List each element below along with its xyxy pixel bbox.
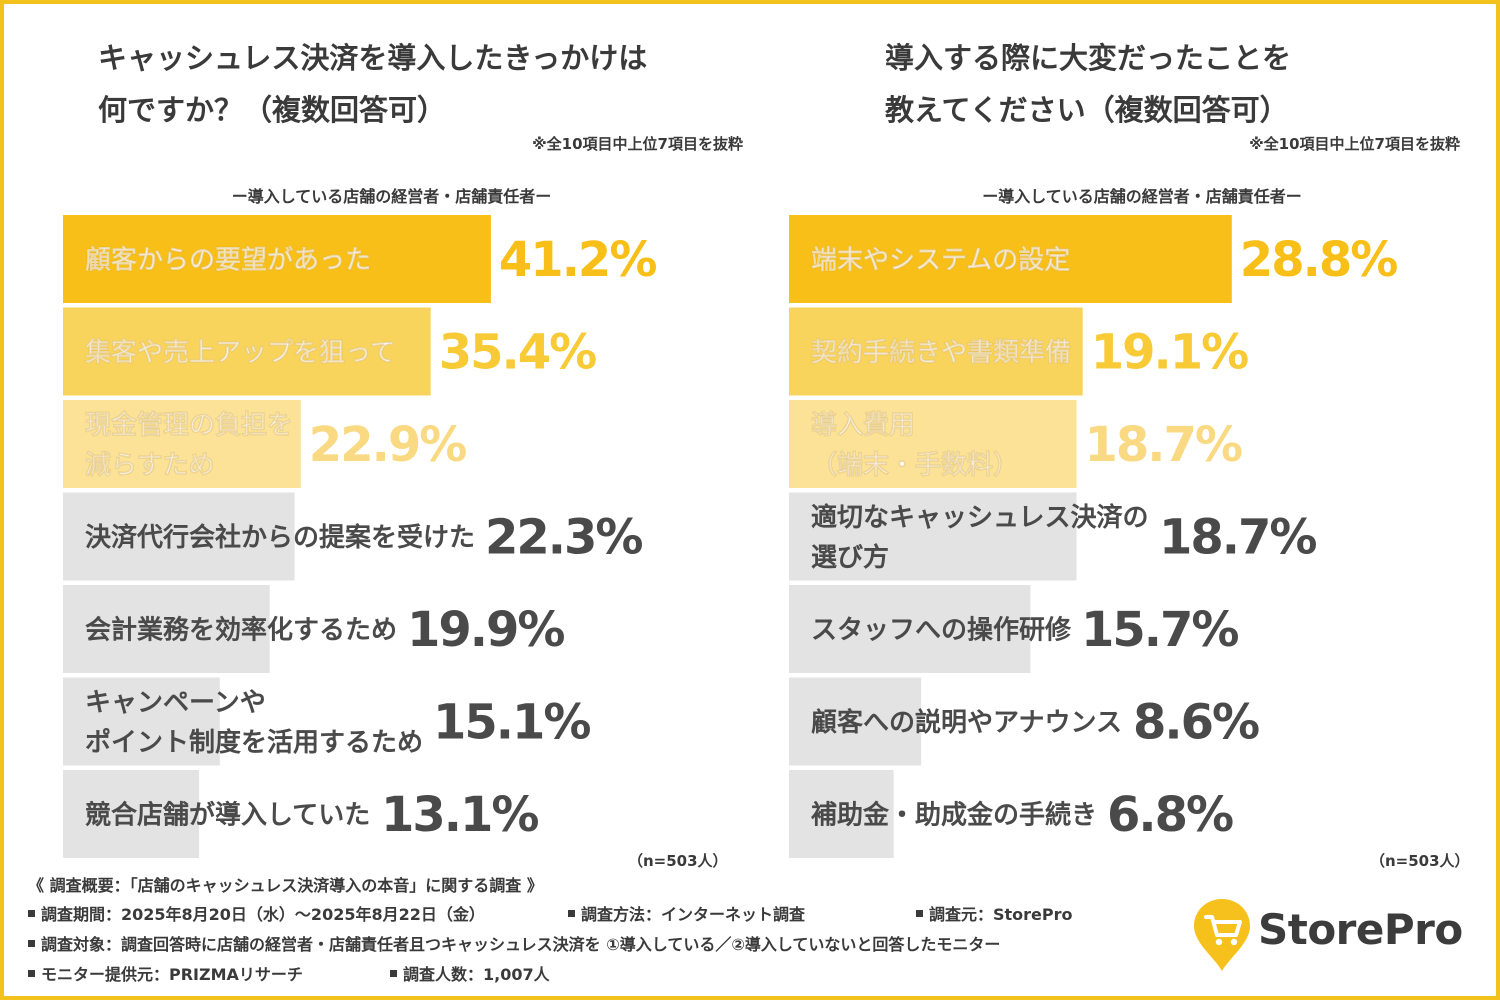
bar bbox=[63, 770, 200, 858]
bar-value-label: 35.4% bbox=[439, 325, 596, 381]
chart-title-line: キャッシュレス決済を導入したきっかけは bbox=[98, 41, 648, 75]
bar-category-label: キャンペーンやポイント制度を活用するため bbox=[85, 688, 423, 758]
bar-value-label: 22.9% bbox=[309, 417, 466, 473]
survey-method: 調査方法：インターネット調査 bbox=[568, 900, 805, 930]
bar-value-label: 6.8% bbox=[1107, 787, 1233, 843]
bar bbox=[789, 677, 922, 766]
chart-title: 導入する際に大変だったことを 教えてください（複数回答可） bbox=[885, 32, 1291, 136]
bar bbox=[63, 215, 491, 303]
sample-size-note: （n=503人） bbox=[1370, 852, 1470, 870]
bar bbox=[63, 677, 220, 766]
bar-value-label: 19.9% bbox=[407, 602, 564, 658]
survey-row: 調査期間：2025年8月20日（水）～2025年8月22日（金） 調査方法：イン… bbox=[28, 900, 1208, 930]
shopping-cart-pin-icon bbox=[1194, 899, 1250, 971]
bar-category-label: 現金管理の負担を減らすため bbox=[85, 409, 293, 480]
chart-title-line: 導入する際に大変だったことを bbox=[885, 41, 1292, 75]
bar bbox=[789, 770, 894, 858]
chart-left: キャッシュレス決済を導入したきっかけは 何ですか？（複数回答可） ※全10項目中… bbox=[0, 0, 750, 870]
logo-text: StorePro bbox=[1258, 905, 1463, 954]
bar-value-label: 18.7% bbox=[1085, 417, 1242, 473]
chart-title: キャッシュレス決済を導入したきっかけは 何ですか？（複数回答可） bbox=[98, 32, 647, 136]
bar-value-label: 41.2% bbox=[499, 232, 656, 288]
bar-value-label: 13.1% bbox=[381, 787, 538, 843]
bar-value-label: 15.1% bbox=[433, 695, 590, 751]
bar-category-label: 顧客への説明やアナウンス bbox=[811, 707, 1122, 738]
bar bbox=[789, 585, 1031, 673]
bar-category-label: 集客や売上アップを狙って bbox=[84, 337, 396, 368]
bar-category-label: 補助金・助成金の手続き bbox=[810, 799, 1097, 830]
chart-note: ※全10項目中上位7項目を抜粋 bbox=[1249, 135, 1460, 153]
bar-category-label: 導入費用（端末・手数料） bbox=[811, 409, 1019, 480]
bar-category-label: 適切なキャッシュレス決済の選び方 bbox=[811, 502, 1148, 573]
bar-category-label: 契約手続きや書類準備 bbox=[810, 337, 1071, 368]
survey-target: 調査対象：調査回答時に店舗の経営者・店舗責任者且つキャッシュレス決済を ①導入し… bbox=[28, 930, 1000, 960]
bar bbox=[63, 585, 270, 673]
bar-value-label: 22.3% bbox=[485, 510, 642, 566]
bar-value-label: 18.7% bbox=[1159, 510, 1316, 566]
bar-value-label: 19.1% bbox=[1091, 325, 1248, 381]
bar-value-label: 15.7% bbox=[1081, 602, 1238, 658]
bar bbox=[63, 307, 431, 396]
survey-source: 調査元：StorePro bbox=[916, 900, 1073, 930]
survey-title: 《 調査概要：「店舗のキャッシュレス決済導入の本音」に関する調査 》 bbox=[28, 876, 543, 895]
bar bbox=[789, 307, 1083, 396]
bar-category-label: スタッフへの操作研修 bbox=[811, 614, 1072, 645]
bar bbox=[789, 215, 1232, 303]
storepro-logo: StorePro bbox=[1190, 895, 1480, 975]
bar-chart-right: 端末やシステムの設定 28.8% 契約手続きや書類準備 19.1% 導入費用（端末・手数… bbox=[789, 215, 1399, 858]
bar bbox=[789, 400, 1077, 488]
sample-size-note: （n=503人） bbox=[628, 852, 728, 870]
survey-row: モニター提供元：PRIZMAリサーチ 調査人数：1,007人 bbox=[28, 960, 1208, 990]
survey-period: 調査期間：2025年8月20日（水）～2025年8月22日（金） bbox=[28, 900, 485, 930]
bar-value-label: 28.8% bbox=[1240, 232, 1397, 288]
chart-title-line: 教えてください（複数回答可） bbox=[885, 93, 1289, 127]
chart-title-line: 何ですか？（複数回答可） bbox=[98, 93, 447, 127]
chart-note: ※全10項目中上位7項目を抜粋 bbox=[532, 135, 743, 153]
bar-category-label: 会計業務を効率化するため bbox=[85, 614, 397, 645]
bar bbox=[789, 492, 1077, 581]
chart-right: 導入する際に大変だったことを 教えてください（複数回答可） ※全10項目中上位7… bbox=[725, 0, 1475, 870]
survey-provider: モニター提供元：PRIZMAリサーチ bbox=[28, 960, 303, 990]
chart-subtitle: ー導入している店舗の経営者・店舗責任者ー bbox=[982, 187, 1302, 206]
bar-category-label: 顧客からの要望があった bbox=[85, 244, 371, 275]
bar bbox=[63, 492, 295, 581]
bar bbox=[63, 400, 301, 488]
survey-summary: 《 調査概要：「店舗のキャッシュレス決済導入の本音」に関する調査 》 調査期間：… bbox=[28, 872, 1208, 990]
bar-category-label: 決済代行会社からの提案を受けた bbox=[85, 522, 475, 553]
bar-category-label: 競合店舗が導入していた bbox=[85, 799, 370, 830]
survey-count: 調査人数：1,007人 bbox=[390, 960, 550, 990]
survey-row: 調査対象：調査回答時に店舗の経営者・店舗責任者且つキャッシュレス決済を ①導入し… bbox=[28, 930, 1208, 960]
bar-category-label: 端末やシステムの設定 bbox=[811, 244, 1070, 275]
bar-value-label: 8.6% bbox=[1133, 695, 1259, 751]
bar-chart-left: 顧客からの要望があった 41.2% 集客や売上アップを狙って 35.4% 現金管理の負担… bbox=[63, 215, 658, 858]
chart-subtitle: ー導入している店舗の経営者・店舗責任者ー bbox=[231, 187, 552, 206]
